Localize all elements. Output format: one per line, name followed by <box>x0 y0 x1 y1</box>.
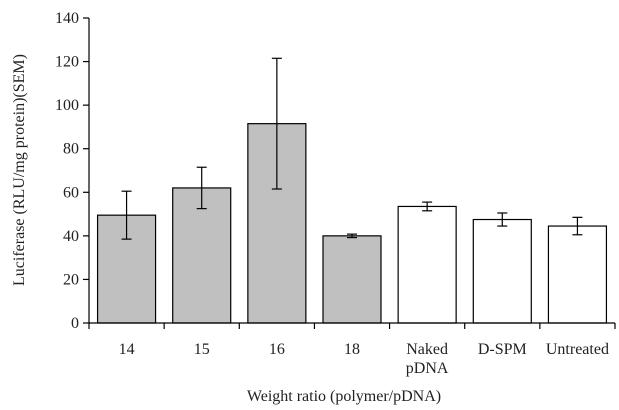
bar <box>472 218 532 324</box>
x-category-label: D-SPM <box>478 341 527 358</box>
y-axis-title: Luciferase (RLU/mg protein)(SEM) <box>11 54 28 286</box>
error-bar <box>271 57 282 190</box>
x-category-label: 18 <box>344 341 360 358</box>
x-category-label: pDNA <box>406 360 449 377</box>
x-category-label: 15 <box>194 341 210 358</box>
error-bar <box>347 233 357 239</box>
y-tick-label: 100 <box>55 97 79 114</box>
error-bar <box>422 201 433 212</box>
bars <box>96 123 608 324</box>
bar <box>547 225 608 324</box>
error-bar <box>497 212 508 227</box>
x-category-label: Untreated <box>546 341 609 358</box>
error-bars <box>121 57 583 240</box>
y-tick-label: 60 <box>63 184 79 201</box>
x-axis-title: Weight ratio (polymer/pDNA) <box>247 388 441 405</box>
x-category-label: 14 <box>119 341 135 358</box>
y-tick-label: 80 <box>63 141 79 158</box>
y-tick-label: 120 <box>55 54 79 71</box>
y-tick-label: 0 <box>71 315 79 332</box>
y-tick-label: 20 <box>63 271 79 288</box>
x-category-label: 16 <box>269 341 285 358</box>
bar <box>172 187 232 324</box>
bar <box>397 205 457 324</box>
x-axis-ticks: 14 15 16 18 Naked pDNA D-SPM Untreated <box>88 323 616 377</box>
bar <box>322 235 382 324</box>
y-tick-label: 40 <box>63 228 79 245</box>
x-category-label: Naked <box>406 341 448 358</box>
error-bar <box>572 216 583 236</box>
error-bar <box>196 166 207 210</box>
y-tick-label: 140 <box>55 10 79 27</box>
y-axis-ticks: 0 20 40 60 80 100 120 140 <box>55 10 89 332</box>
error-bar <box>121 190 132 240</box>
